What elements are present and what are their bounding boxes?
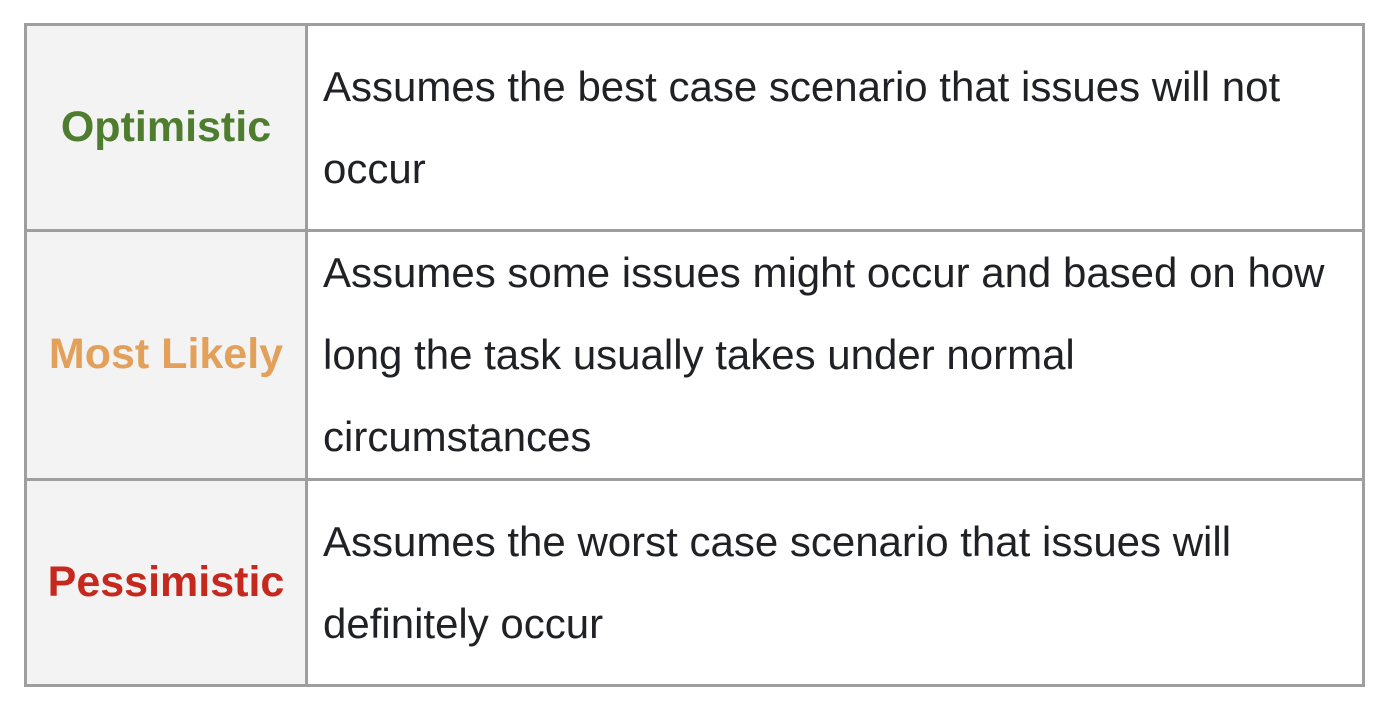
estimate-description-most-likely: Assumes some issues might occur and base… xyxy=(305,229,1365,481)
estimate-description-optimistic: Assumes the best case scenario that issu… xyxy=(305,23,1365,232)
estimate-label-optimistic: Optimistic xyxy=(24,23,308,232)
table-row: Pessimistic Assumes the worst case scena… xyxy=(24,478,1365,687)
table-row: Most Likely Assumes some issues might oc… xyxy=(24,229,1365,481)
estimate-label-pessimistic: Pessimistic xyxy=(24,478,308,687)
estimate-label-most-likely: Most Likely xyxy=(24,229,308,481)
estimate-description-pessimistic: Assumes the worst case scenario that iss… xyxy=(305,478,1365,687)
estimate-table: Optimistic Assumes the best case scenari… xyxy=(24,23,1365,687)
table-row: Optimistic Assumes the best case scenari… xyxy=(24,23,1365,232)
